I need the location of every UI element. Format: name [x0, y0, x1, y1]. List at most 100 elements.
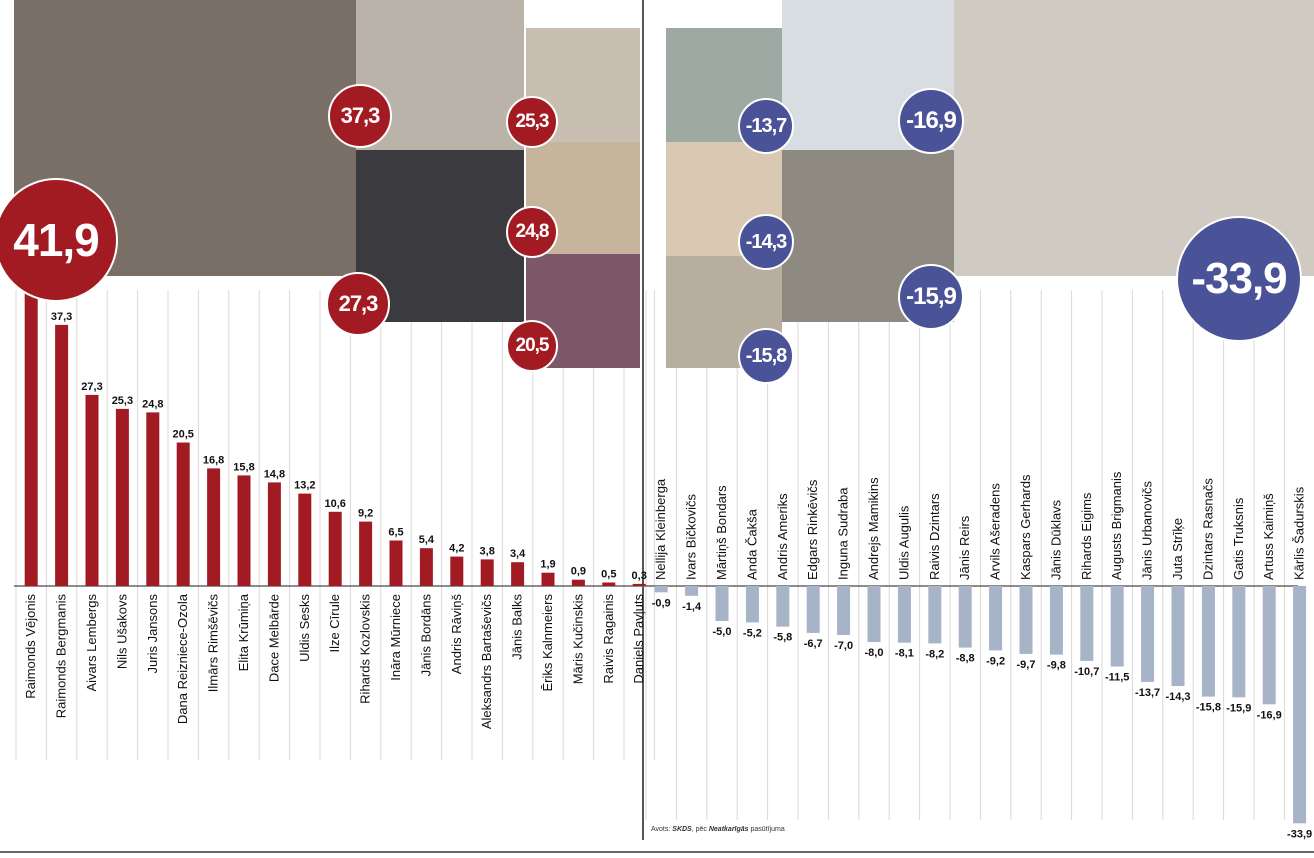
- data-label: 5,4: [419, 534, 435, 546]
- category-label: Jānis Bordāns: [418, 594, 433, 677]
- category-label: Ivars Bičkovičs: [684, 494, 699, 580]
- category-label: Māris Kučinskis: [570, 594, 585, 685]
- bar: [1232, 586, 1246, 698]
- bar: [541, 572, 555, 586]
- category-label: Jānis Urbanovičs: [1140, 481, 1155, 580]
- bar: [55, 324, 69, 586]
- bar: [806, 586, 820, 633]
- category-label: Mārtiņš Bondars: [714, 485, 729, 580]
- data-label: -8,8: [956, 653, 975, 665]
- category-label: Andrejs Mamikins: [866, 477, 881, 580]
- bar: [1141, 586, 1155, 682]
- data-label: 9,2: [358, 508, 373, 520]
- category-label: Ilmārs Rimšēvičs: [206, 594, 221, 693]
- bar: [1171, 586, 1185, 687]
- bar: [480, 559, 494, 586]
- category-label: Uldis Sesks: [297, 594, 312, 662]
- data-label: 25,3: [112, 395, 133, 407]
- category-label: Andris Ameriks: [775, 493, 790, 580]
- bar: [867, 586, 881, 642]
- category-label: Kārlis Šadurskis: [1292, 486, 1307, 580]
- category-label: Inguna Sudraba: [836, 487, 851, 580]
- data-label: -9,8: [1047, 660, 1066, 672]
- data-label: 14,8: [264, 468, 285, 480]
- source-paper: Neatkarīgās: [708, 826, 749, 833]
- bar: [389, 540, 403, 586]
- bar: [1049, 586, 1063, 655]
- value-badge-strike: -14,3: [738, 214, 794, 270]
- data-label: -8,2: [925, 648, 944, 660]
- category-label: Rihards Eigims: [1079, 492, 1094, 580]
- data-label: -14,3: [1165, 691, 1190, 703]
- bar: [511, 562, 525, 586]
- data-label: -33,9: [1287, 828, 1312, 840]
- category-label: Nils Ušakovs: [114, 594, 129, 670]
- category-label: Andris Rāviņš: [449, 594, 464, 675]
- bar: [745, 586, 759, 623]
- bar: [989, 586, 1003, 651]
- bar: [24, 292, 38, 586]
- data-label: -9,2: [986, 655, 1005, 667]
- bar: [1110, 586, 1124, 667]
- category-label: Ilze Cīrule: [327, 594, 342, 653]
- bar: [359, 521, 373, 586]
- value-badge-reizniece: 20,5: [506, 320, 558, 372]
- value-badge-jansons: 24,8: [506, 206, 558, 258]
- data-label: 10,6: [324, 498, 345, 510]
- data-label: 1,9: [540, 559, 555, 571]
- source-note: Avots: SKDS, pēc Neatkarīgās pasūtījuma: [651, 826, 785, 833]
- data-label: -16,9: [1257, 709, 1282, 721]
- data-label: 24,8: [142, 398, 163, 410]
- bar: [85, 394, 99, 586]
- value-badge-truksnis: -15,9: [898, 264, 964, 330]
- category-label: Juta Strīķe: [1170, 518, 1185, 580]
- value-badge-vejonis: 41,9: [0, 178, 118, 302]
- bar: [267, 482, 281, 586]
- data-label: 13,2: [294, 480, 315, 492]
- data-label: -6,7: [804, 638, 823, 650]
- category-label: Raivis Dzintars: [927, 493, 942, 580]
- value-badge-bergmanis: 37,3: [328, 84, 392, 148]
- bar: [115, 408, 129, 586]
- bar: [654, 586, 668, 593]
- value-badge-kaimins: -16,9: [898, 88, 964, 154]
- category-label: Aleksandrs Bartaševičs: [479, 594, 494, 730]
- value-badge-lembergs: 27,3: [326, 272, 390, 336]
- data-label: -8,1: [895, 648, 914, 660]
- category-label: Jānis Reirs: [957, 515, 972, 580]
- data-label: 3,8: [480, 545, 495, 557]
- source-mid: , pēc: [691, 826, 709, 833]
- data-label: 0,3: [632, 570, 647, 582]
- bar: [602, 582, 616, 586]
- bar: [928, 586, 942, 644]
- data-label: 16,8: [203, 454, 224, 466]
- bar: [958, 586, 972, 648]
- data-label: -5,2: [743, 627, 762, 639]
- category-label: Raivis Ragainis: [601, 594, 616, 684]
- data-label: 6,5: [388, 527, 403, 539]
- category-label: Anda Čakša: [744, 508, 759, 580]
- data-label: -15,8: [1196, 702, 1221, 714]
- data-label: -1,4: [682, 601, 702, 613]
- category-label: Elita Krūmiņa: [236, 593, 251, 671]
- data-label: 3,4: [510, 548, 526, 560]
- data-label: -5,8: [773, 632, 792, 644]
- category-label: Artuss Kaimiņš: [1261, 493, 1276, 580]
- bar: [776, 586, 790, 627]
- data-label: -11,5: [1105, 672, 1129, 684]
- bar: [1293, 586, 1307, 824]
- data-label: 27,3: [81, 381, 102, 393]
- category-label: Rihards Kozlovskis: [358, 594, 373, 704]
- bar: [715, 586, 729, 621]
- category-label: Ēriks Kalnmeiers: [540, 594, 555, 692]
- bar: [571, 579, 585, 586]
- data-label: -7,0: [834, 640, 853, 652]
- bar: [837, 586, 851, 635]
- bar: [897, 586, 911, 643]
- category-label: Arvils Ašeradens: [988, 483, 1003, 580]
- data-label: 0,5: [601, 569, 616, 581]
- category-label: Juris Jansons: [145, 594, 160, 674]
- category-label: Kaspars Gerhards: [1018, 474, 1033, 580]
